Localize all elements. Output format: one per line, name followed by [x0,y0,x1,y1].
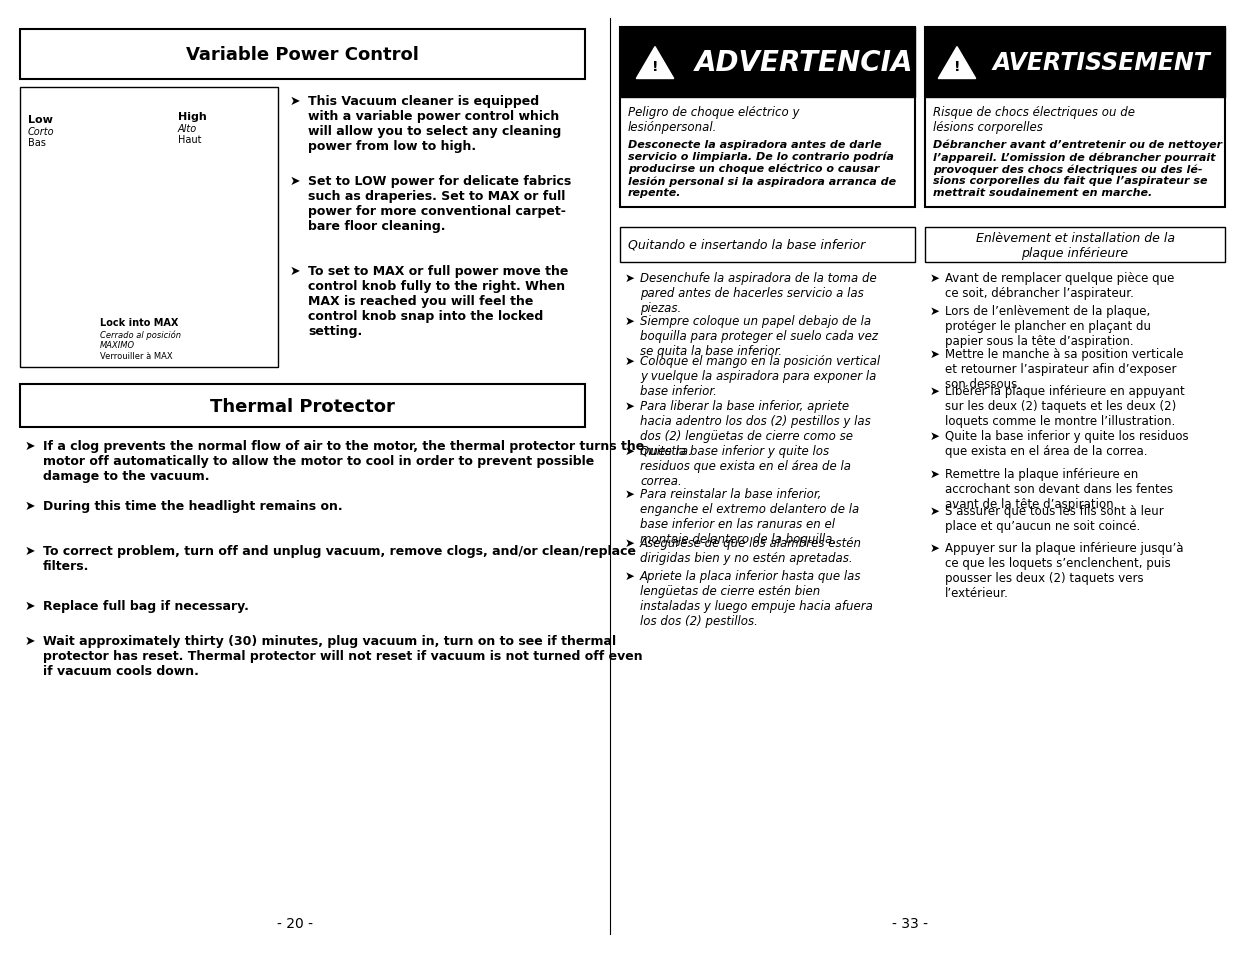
Text: To set to MAX or full power move the
control knob fully to the right. When
MAX i: To set to MAX or full power move the con… [308,265,568,337]
Text: Desconecte la aspiradora antes de darle
servicio o limpiarla. De lo contrario po: Desconecte la aspiradora antes de darle … [629,140,897,198]
FancyBboxPatch shape [932,41,981,85]
Text: Low: Low [28,115,53,125]
Text: Desenchufe la aspiradora de la toma de
pared antes de hacerles servicio a las
pi: Desenchufe la aspiradora de la toma de p… [640,272,877,314]
Text: ➤: ➤ [930,468,940,480]
Text: Para liberar la base inferior, apriete
hacia adentro los dos (2) pestillos y las: Para liberar la base inferior, apriete h… [640,399,871,457]
Text: ➤: ➤ [625,569,635,582]
Text: Risque de chocs électriques ou de
lésions corporelles: Risque de chocs électriques ou de lésion… [932,106,1135,133]
Text: ➤: ➤ [25,499,36,513]
Text: ➤: ➤ [930,504,940,517]
Text: ➤: ➤ [625,537,635,550]
Text: Appuyer sur la plaque inférieure jusqu’à
ce que les loquets s’enclenchent, puis
: Appuyer sur la plaque inférieure jusqu’à… [945,541,1183,599]
Text: MAXIMO: MAXIMO [100,340,135,350]
Text: If a clog prevents the normal flow of air to the motor, the thermal protector tu: If a clog prevents the normal flow of ai… [43,439,645,482]
Text: ➤: ➤ [290,95,300,108]
Text: Corto: Corto [28,127,54,137]
Text: ➤: ➤ [930,272,940,285]
Text: Remettre la plaque inférieure en
accrochant son devant dans les fentes
avant de : Remettre la plaque inférieure en accroch… [945,468,1173,511]
Text: - 20 -: - 20 - [277,916,312,930]
Text: Alto: Alto [178,124,198,133]
Text: To correct problem, turn off and unplug vacuum, remove clogs, and/or clean/repla: To correct problem, turn off and unplug … [43,544,636,573]
Text: Asegúrese de que los alambres estén
dirigidas bien y no estén apretadas.: Asegúrese de que los alambres estén diri… [640,537,862,564]
Text: Siempre coloque un papel debajo de la
boquilla para proteger el suelo cada vez
s: Siempre coloque un papel debajo de la bo… [640,314,878,357]
Text: Libérer la plaque inférieure en appuyant
sur les deux (2) taquets et les deux (2: Libérer la plaque inférieure en appuyant… [945,385,1184,428]
Text: Débrancher avant d’entretenir ou de nettoyer
l’appareil. L’omission de débranche: Débrancher avant d’entretenir ou de nett… [932,140,1223,198]
Text: Haut: Haut [178,135,201,145]
Text: Quite la base inferior y quite los residuos
que exista en el área de la correa.: Quite la base inferior y quite los resid… [945,430,1188,457]
Text: Peligro de choque eléctrico y
lesiónpersonal.: Peligro de choque eléctrico y lesiónpers… [629,106,799,133]
Text: !: ! [652,60,658,74]
Text: Mettre le manche à sa position verticale
et retourner l’aspirateur afin d’expose: Mettre le manche à sa position verticale… [945,348,1183,391]
Text: ➤: ➤ [930,348,940,360]
Text: High: High [178,112,206,122]
FancyBboxPatch shape [925,228,1225,263]
Text: AVERTISSEMENT: AVERTISSEMENT [993,51,1210,75]
FancyBboxPatch shape [620,28,915,208]
Text: Thermal Protector: Thermal Protector [210,397,395,416]
Text: ➤: ➤ [625,355,635,368]
FancyBboxPatch shape [20,88,278,368]
Text: ➤: ➤ [625,272,635,285]
FancyBboxPatch shape [620,28,915,98]
Text: ➤: ➤ [625,488,635,500]
Text: Apriete la placa inferior hasta que las
lengüetas de cierre estén bien
instalada: Apriete la placa inferior hasta que las … [640,569,873,627]
Text: Wait approximately thirty (30) minutes, plug vacuum in, turn on to see if therma: Wait approximately thirty (30) minutes, … [43,635,642,678]
Text: - 33 -: - 33 - [892,916,927,930]
Text: ➤: ➤ [25,544,36,558]
Text: Lock into MAX: Lock into MAX [100,317,178,328]
Text: Quitando e insertando la base inferior: Quitando e insertando la base inferior [629,239,866,252]
Text: ➤: ➤ [25,439,36,453]
Text: Set to LOW power for delicate fabrics
such as draperies. Set to MAX or full
powe: Set to LOW power for delicate fabrics su… [308,174,572,233]
Text: Enlèvement et installation de la
plaque inférieure: Enlèvement et installation de la plaque … [976,232,1174,259]
Text: ➤: ➤ [625,444,635,457]
Text: ➤: ➤ [930,430,940,442]
Text: ➤: ➤ [25,599,36,613]
Text: Variable Power Control: Variable Power Control [186,46,419,64]
Text: ➤: ➤ [25,635,36,647]
Text: This Vacuum cleaner is equipped
with a variable power control which
will allow y: This Vacuum cleaner is equipped with a v… [308,95,561,152]
Text: Cerrado al posición: Cerrado al posición [100,330,182,339]
Text: Replace full bag if necessary.: Replace full bag if necessary. [43,599,249,613]
Polygon shape [636,48,674,79]
Text: Quite la base inferior y quite los
residuos que exista en el área de la
correa.: Quite la base inferior y quite los resid… [640,444,851,488]
FancyBboxPatch shape [20,385,585,428]
Text: During this time the headlight remains on.: During this time the headlight remains o… [43,499,342,513]
Text: ➤: ➤ [625,399,635,413]
FancyBboxPatch shape [925,28,1225,208]
Text: S’assurer que tous les fils sont à leur
place et qu’aucun ne soit coincé.: S’assurer que tous les fils sont à leur … [945,504,1163,533]
FancyBboxPatch shape [925,28,1225,98]
Text: !: ! [953,60,961,74]
Text: Avant de remplacer quelque pièce que
ce soit, débrancher l’aspirateur.: Avant de remplacer quelque pièce que ce … [945,272,1174,299]
Text: ADVERTENCIA: ADVERTENCIA [695,49,914,77]
FancyBboxPatch shape [20,30,585,80]
Text: Verrouiller à MAX: Verrouiller à MAX [100,352,173,360]
Text: Bas: Bas [28,138,46,148]
Text: ➤: ➤ [930,385,940,397]
Text: Coloque el mango en la posición vertical
y vuelque la aspiradora para exponer la: Coloque el mango en la posición vertical… [640,355,881,397]
FancyBboxPatch shape [620,228,915,263]
Text: ➤: ➤ [290,265,300,277]
FancyBboxPatch shape [631,41,679,85]
Text: ➤: ➤ [625,314,635,328]
Polygon shape [939,48,976,79]
Text: ➤: ➤ [930,541,940,555]
Text: Lors de l’enlèvement de la plaque,
protéger le plancher en plaçant du
papier sou: Lors de l’enlèvement de la plaque, proté… [945,305,1151,348]
Text: ➤: ➤ [930,305,940,317]
Text: Para reinstalar la base inferior,
enganche el extremo delantero de la
base infer: Para reinstalar la base inferior, enganc… [640,488,860,545]
Text: ➤: ➤ [290,174,300,188]
